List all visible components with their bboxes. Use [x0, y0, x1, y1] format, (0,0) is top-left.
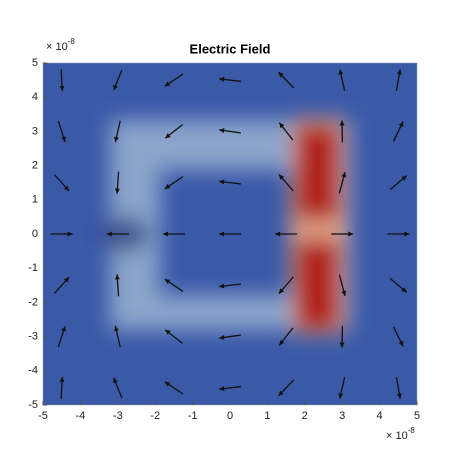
y-tick-label: 0	[32, 228, 38, 240]
y-tick-label: -3	[28, 331, 38, 343]
x-tick-label: 1	[264, 410, 270, 422]
chart-title: Electric Field	[190, 41, 271, 56]
x-tick-label: 2	[302, 410, 308, 422]
x-tick-label: -4	[76, 410, 86, 422]
y-tick-label: -2	[28, 296, 38, 308]
y-tick-label: 5	[32, 57, 38, 69]
x-tick-label: -3	[113, 410, 123, 422]
multiplier-exponent: -8	[68, 37, 76, 46]
x-tick-label: -2	[150, 410, 160, 422]
x-tick-label: 0	[227, 410, 233, 422]
multiplier-base: × 10	[46, 41, 68, 53]
y-tick-label: -1	[28, 262, 38, 274]
y-tick-label: -4	[28, 365, 38, 377]
hot-region	[295, 240, 340, 330]
hot-region	[295, 125, 340, 220]
y-tick-label: 3	[32, 125, 38, 137]
x-tick-label: 5	[414, 410, 420, 422]
x-tick-label: -1	[188, 410, 198, 422]
multiplier-exponent: -8	[408, 426, 416, 435]
x-tick-label: 4	[377, 410, 383, 422]
y-tick-label: 2	[32, 160, 38, 172]
y-tick-label: 4	[32, 91, 38, 103]
y-tick-label: 1	[32, 194, 38, 206]
x-tick-label: 3	[339, 410, 345, 422]
x-tick-label: -5	[38, 410, 48, 422]
x-multiplier: × 10-8	[386, 426, 415, 442]
y-tick-label: -5	[28, 399, 38, 411]
y-multiplier: × 10-8	[46, 37, 75, 53]
multiplier-base: × 10	[386, 430, 408, 442]
